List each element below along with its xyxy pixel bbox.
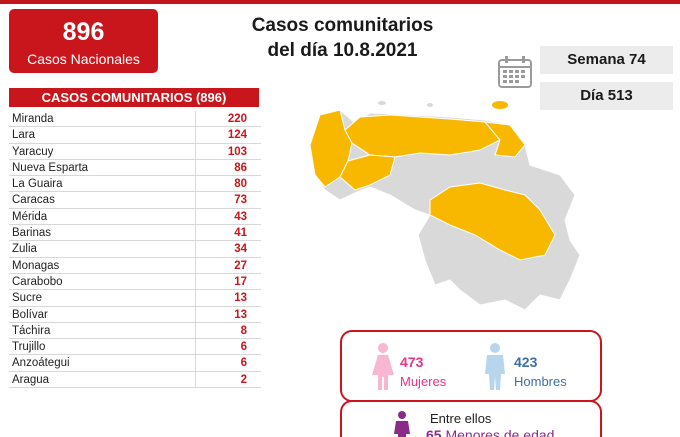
state-case-count: 6 <box>195 355 261 371</box>
table-row: Caracas 73 <box>9 192 261 209</box>
state-case-count: 103 <box>195 143 261 159</box>
map-highlight-bolivar <box>429 182 556 261</box>
total-cases-number: 896 <box>62 18 105 46</box>
table-row: Mérida 43 <box>9 208 261 226</box>
minors-box: Entre ellos 65 Menores de edad <box>340 400 602 437</box>
title-line-1: Casos comunitarios <box>251 15 434 36</box>
cases-table-header: CASOS COMUNITARIOS (896) <box>9 88 259 107</box>
men-label: Hombres <box>514 374 567 389</box>
women-count: 473 <box>400 354 424 370</box>
state-case-count: 2 <box>195 371 261 388</box>
top-red-bar <box>0 0 680 4</box>
state-name: Aragua <box>12 373 50 386</box>
state-name: Táchira <box>12 324 51 337</box>
state-case-count: 27 <box>195 257 261 273</box>
minors-count: 65 <box>426 427 442 437</box>
gender-breakdown-box: 473 Mujeres 423 Hombres <box>340 330 602 402</box>
table-row: Lara 124 <box>9 127 261 144</box>
cases-table: Miranda 220 Lara 124 Yaracuy 103 Nueva Esparta… <box>9 111 261 389</box>
state-name: Carabobo <box>12 275 63 288</box>
child-icon <box>394 411 410 437</box>
state-case-count: 41 <box>195 225 261 241</box>
minors-label: Menores de edad <box>445 427 555 437</box>
map-highlight-north <box>344 114 501 158</box>
state-name: Zulia <box>12 243 37 256</box>
table-row: Miranda 220 <box>9 111 261 128</box>
state-name: Lara <box>12 129 36 142</box>
table-row: Monagas 27 <box>9 257 261 274</box>
state-case-count: 86 <box>195 159 261 176</box>
state-case-count: 124 <box>195 127 261 143</box>
map-island-small-2 <box>427 103 433 107</box>
state-case-count: 220 <box>195 111 261 127</box>
state-name: Nueva Esparta <box>12 161 89 174</box>
map-island-small <box>378 101 386 105</box>
table-row: Nueva Esparta 86 <box>9 159 261 177</box>
table-row: Barinas 41 <box>9 225 261 242</box>
total-cases-box: 896 Casos Nacionales <box>9 9 158 73</box>
state-name: Anzoátegui <box>12 357 70 370</box>
table-row: Trujillo 6 <box>9 339 261 356</box>
title-line-2: del día 10.8.2021 <box>267 40 418 61</box>
state-name: Yaracuy <box>12 145 54 158</box>
map-highlight-andes <box>339 154 396 191</box>
table-row: Carabobo 17 <box>9 273 261 291</box>
table-row: Bolívar 13 <box>9 306 261 323</box>
minors-line: 65 Menores de edad <box>426 427 554 437</box>
state-case-count: 13 <box>195 290 261 306</box>
state-name: Bolívar <box>12 308 48 321</box>
table-row: Yaracuy 103 <box>9 143 261 160</box>
state-case-count: 6 <box>195 339 261 355</box>
state-name: Caracas <box>12 194 55 207</box>
state-case-count: 13 <box>195 306 261 322</box>
week-badge: Semana 74 <box>540 46 673 74</box>
man-icon <box>485 343 505 390</box>
state-case-count: 80 <box>195 176 261 192</box>
state-case-count: 43 <box>195 208 261 225</box>
venezuela-map <box>309 101 581 311</box>
state-case-count: 73 <box>195 192 261 208</box>
total-cases-label: Casos Nacionales <box>27 51 140 67</box>
state-name: Mérida <box>12 210 48 223</box>
minors-intro: Entre ellos <box>430 411 492 426</box>
table-row: Táchira 8 <box>9 322 261 340</box>
map-highlight-west <box>309 109 353 188</box>
state-name: Sucre <box>12 292 43 305</box>
table-row: La Guaira 80 <box>9 176 261 193</box>
state-name: Barinas <box>12 227 51 240</box>
table-row: Aragua 2 <box>9 371 261 389</box>
day-badge: Día 513 <box>540 82 673 110</box>
men-count: 423 <box>514 354 538 370</box>
page-title: Casos comunitarios del día 10.8.2021 <box>225 13 460 63</box>
state-name: Miranda <box>12 113 54 125</box>
table-row: Zulia 34 <box>9 241 261 258</box>
map-highlight-east <box>483 121 526 158</box>
table-row: Sucre 13 <box>9 290 261 307</box>
state-name: Monagas <box>12 259 60 272</box>
state-case-count: 17 <box>195 273 261 290</box>
state-case-count: 34 <box>195 241 261 257</box>
woman-icon <box>372 343 394 390</box>
state-case-count: 8 <box>195 322 261 339</box>
state-name: Trujillo <box>12 341 46 354</box>
table-row: Anzoátegui 6 <box>9 355 261 372</box>
map-island-nueva-esparta <box>492 101 508 109</box>
women-label: Mujeres <box>400 374 447 389</box>
state-name: La Guaira <box>12 178 63 191</box>
calendar-icon <box>498 56 532 88</box>
